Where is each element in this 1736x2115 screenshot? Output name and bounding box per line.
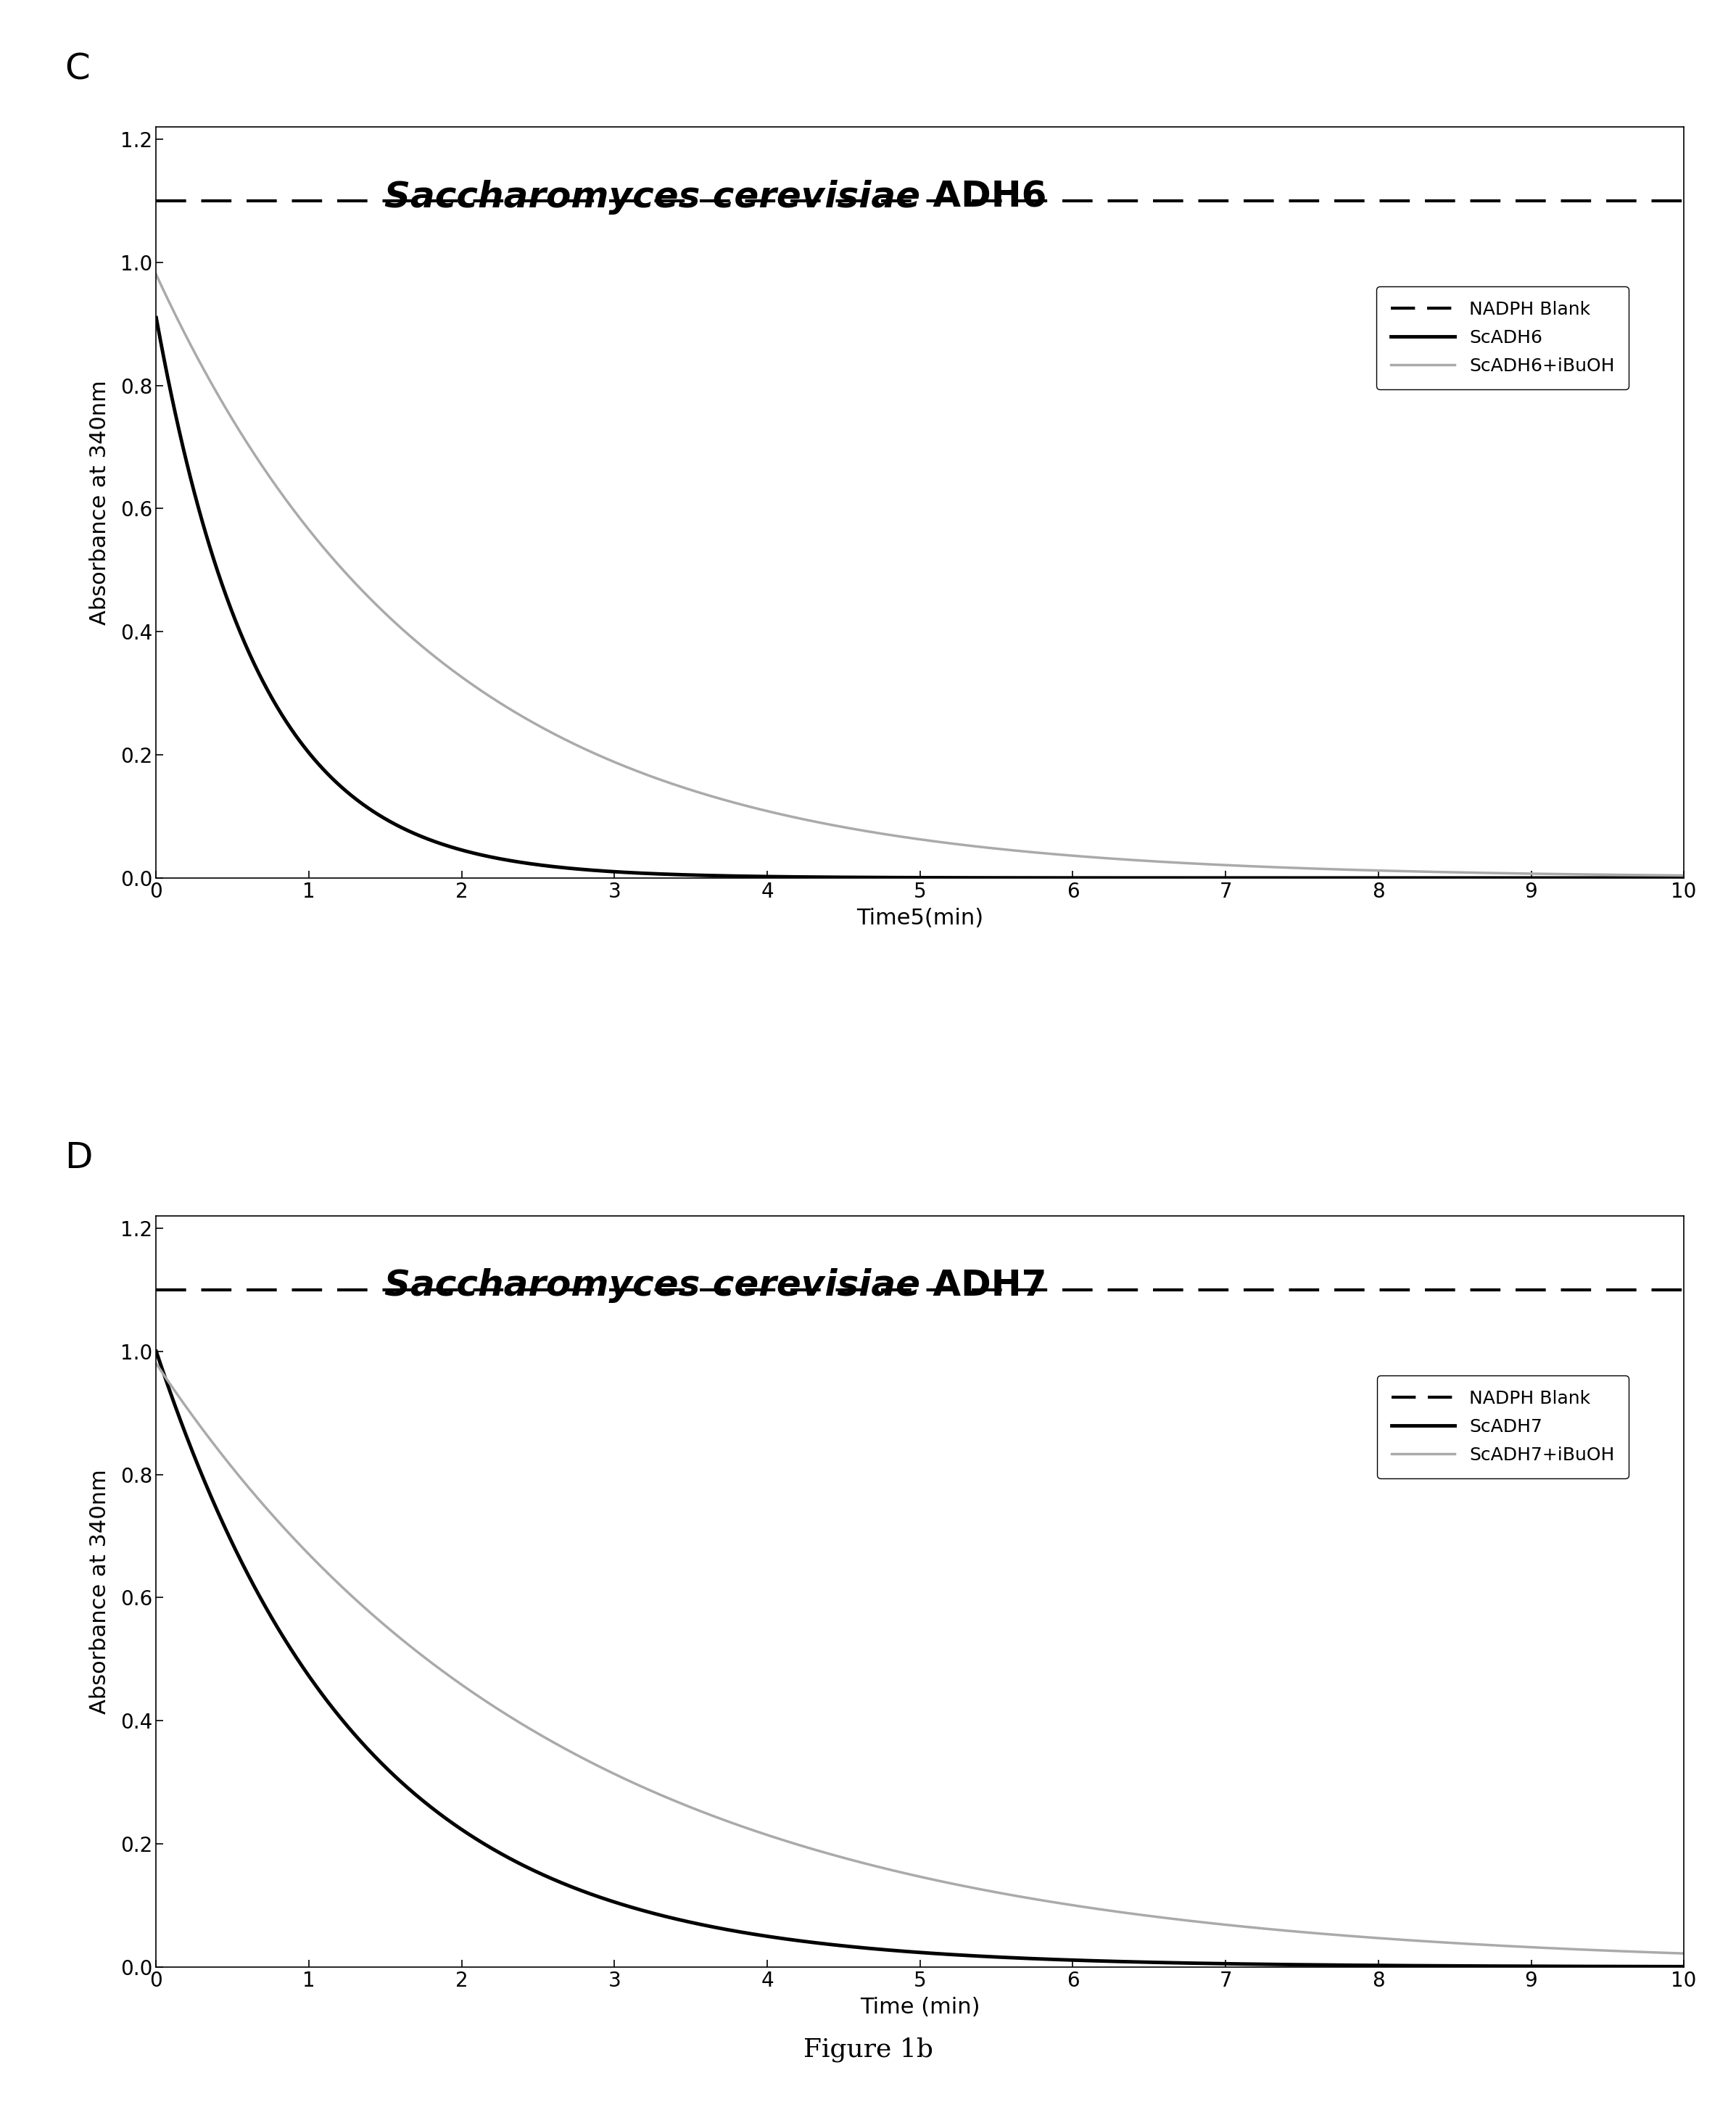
Text: D: D <box>64 1140 92 1176</box>
Text: Figure 1b: Figure 1b <box>804 2037 932 2062</box>
X-axis label: Time5(min): Time5(min) <box>856 907 984 928</box>
Legend: NADPH Blank, ScADH7, ScADH7+iBuOH: NADPH Blank, ScADH7, ScADH7+iBuOH <box>1377 1375 1628 1478</box>
Legend: NADPH Blank, ScADH6, ScADH6+iBuOH: NADPH Blank, ScADH6, ScADH6+iBuOH <box>1377 286 1628 389</box>
Y-axis label: Absorbance at 340nm: Absorbance at 340nm <box>90 381 111 624</box>
Text: ADH6: ADH6 <box>920 180 1047 214</box>
Text: Saccharomyces cerevisiae: Saccharomyces cerevisiae <box>384 1269 920 1303</box>
Text: C: C <box>64 51 90 87</box>
X-axis label: Time (min): Time (min) <box>859 1997 981 2018</box>
Y-axis label: Absorbance at 340nm: Absorbance at 340nm <box>90 1470 111 1713</box>
Text: Saccharomyces cerevisiae: Saccharomyces cerevisiae <box>384 180 920 214</box>
Text: ADH7: ADH7 <box>920 1269 1047 1303</box>
